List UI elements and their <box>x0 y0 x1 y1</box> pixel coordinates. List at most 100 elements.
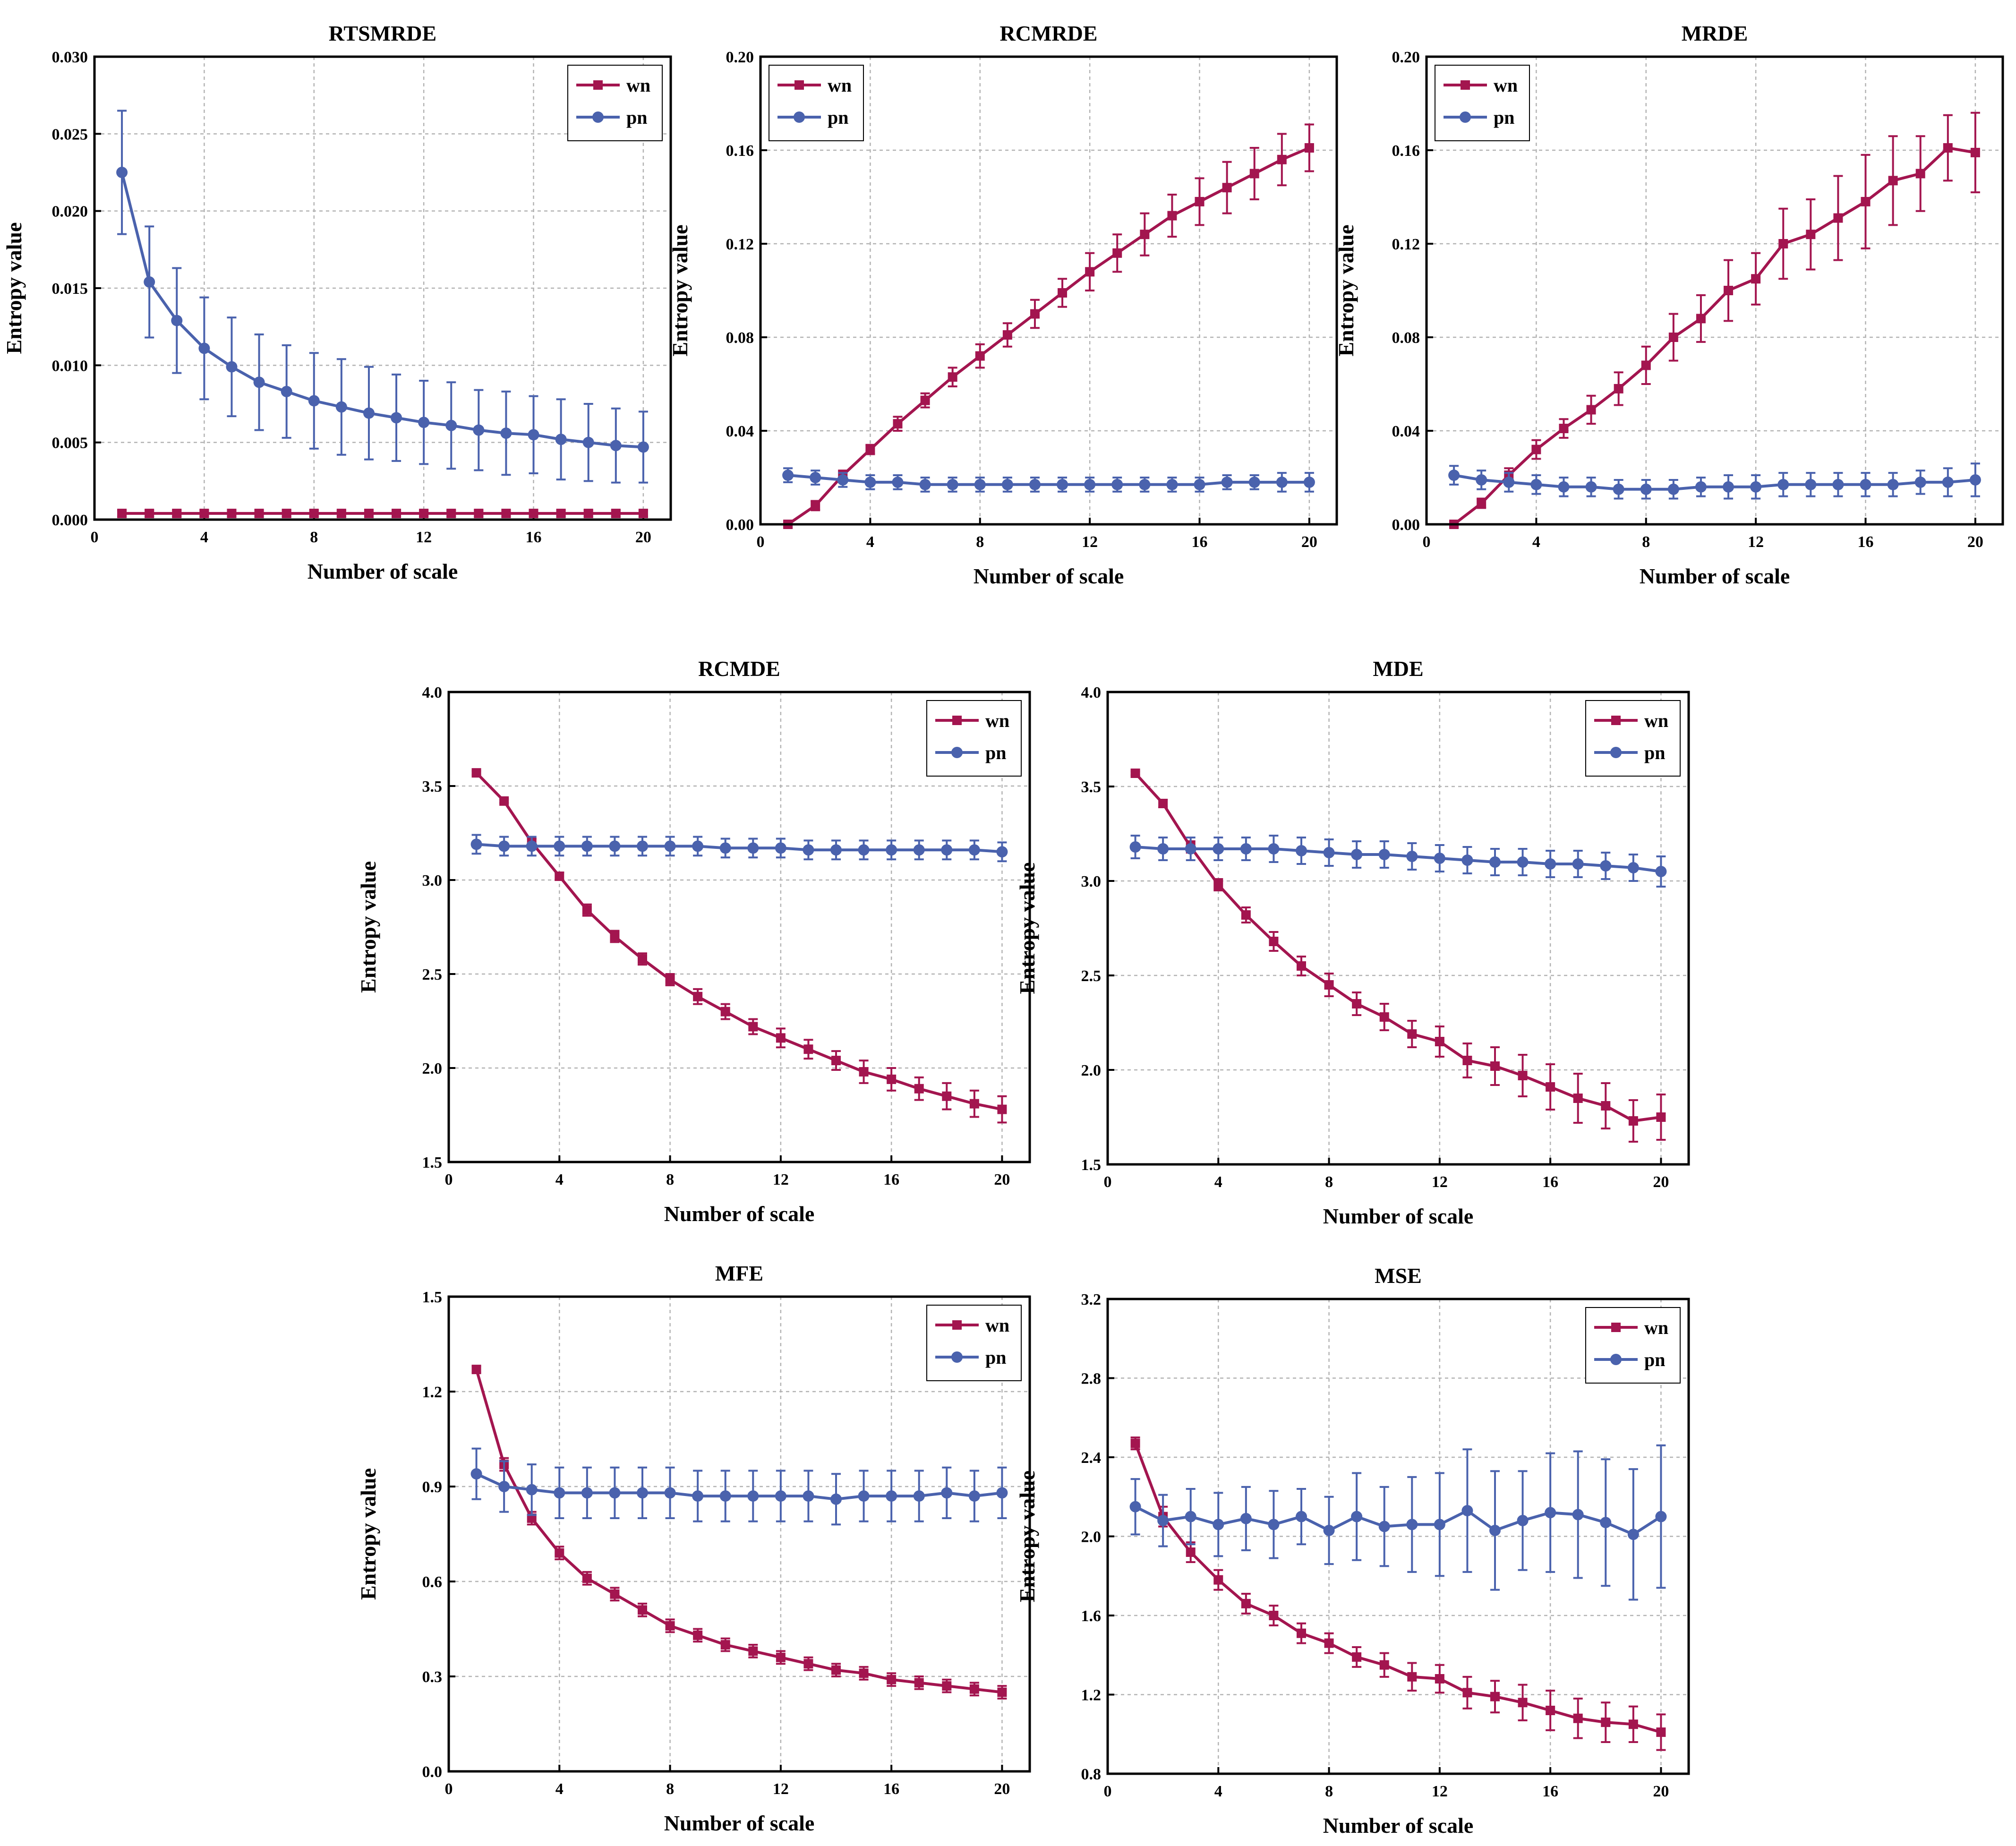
data-point-pn <box>528 429 539 441</box>
legend-marker-wn <box>794 80 804 90</box>
legend-marker-wn <box>1611 1323 1621 1332</box>
data-point-wn <box>611 508 621 518</box>
x-tick-label: 8 <box>666 1780 674 1798</box>
data-point-wn <box>172 508 182 518</box>
data-point-wn <box>1379 1012 1389 1022</box>
data-point-wn <box>997 1104 1007 1114</box>
data-point-pn <box>1887 479 1899 490</box>
x-tick-label: 8 <box>976 533 984 551</box>
data-point-wn <box>1970 147 1980 157</box>
y-tick-label: 0.025 <box>52 126 88 143</box>
data-point-wn <box>1241 1598 1251 1608</box>
x-tick-label: 12 <box>416 529 432 546</box>
data-point-pn <box>968 1490 980 1502</box>
data-point-wn <box>1656 1112 1666 1122</box>
data-point-pn <box>1655 866 1667 877</box>
y-tick-label: 1.5 <box>422 1154 443 1171</box>
data-point-wn <box>920 395 930 405</box>
chart-title: RCMDE <box>698 657 780 681</box>
data-point-wn <box>859 1668 869 1678</box>
y-axis-label: Entropy value <box>356 861 380 993</box>
legend-box <box>1585 700 1681 777</box>
x-axis-label: Number of scale <box>664 1811 815 1835</box>
legend: wn pn <box>567 65 663 141</box>
chart-mrde: 0 4 8 12 16 20 0.00 0.04 0.08 0.12 0.16 0.20 wn pn MRD… <box>1334 21 2004 588</box>
series-pn <box>1129 1444 1667 1601</box>
data-point-pn <box>526 840 538 852</box>
x-tick-label: 12 <box>773 1171 789 1188</box>
data-point-wn <box>1888 176 1898 186</box>
data-point-pn <box>581 840 593 852</box>
data-point-pn <box>1969 474 1981 486</box>
data-point-pn <box>1248 476 1260 488</box>
legend-label-pn: pn <box>1644 1349 1666 1370</box>
legend-marker-pn <box>951 747 963 758</box>
legend-marker-wn <box>1611 716 1621 725</box>
y-tick-label: 0.20 <box>1392 49 1420 66</box>
plot-frame <box>447 1295 1031 1773</box>
data-point-pn <box>144 276 155 288</box>
data-point-wn <box>227 508 237 518</box>
data-point-wn <box>1586 405 1596 415</box>
y-tick-label: 0.3 <box>422 1668 443 1686</box>
plot-frame <box>93 55 672 521</box>
data-point-wn <box>887 1675 897 1684</box>
y-tick-label: 0.8 <box>1081 1766 1102 1783</box>
data-point-wn <box>1085 267 1095 277</box>
data-point-pn <box>782 470 794 481</box>
x-tick-label: 20 <box>1653 1173 1669 1191</box>
x-axis-label: Number of scale <box>308 559 458 583</box>
data-point-pn <box>281 385 292 397</box>
data-point-pn <box>1268 843 1280 855</box>
data-point-pn <box>526 1484 538 1496</box>
data-point-pn <box>198 342 210 354</box>
data-point-wn <box>199 508 209 518</box>
series-pn <box>1129 835 1667 888</box>
plot-frame <box>447 691 1031 1163</box>
data-point-pn <box>1530 479 1542 490</box>
data-point-wn <box>610 1589 620 1599</box>
data-point-wn <box>1601 1101 1611 1111</box>
chart-rtsmrde: 0 4 8 12 16 20 0.000 0.005 0.010 0.015 0.020 0.025 0… <box>2 21 672 583</box>
data-point-wn <box>1222 183 1232 193</box>
data-point-wn <box>1297 1628 1306 1638</box>
data-point-wn <box>638 954 647 964</box>
y-tick-label: 0.020 <box>52 203 88 221</box>
data-point-pn <box>886 1490 897 1502</box>
x-tick-label: 16 <box>1192 533 1208 551</box>
x-tick-label: 16 <box>1858 533 1874 551</box>
legend-label-pn: pn <box>1494 107 1515 128</box>
data-point-pn <box>1585 481 1597 493</box>
legend-marker-pn <box>794 111 805 123</box>
data-point-wn <box>914 1678 924 1688</box>
data-point-wn <box>1324 980 1334 990</box>
data-point-pn <box>1213 843 1224 855</box>
data-point-pn <box>810 472 821 483</box>
data-point-wn <box>336 508 346 518</box>
data-point-wn <box>1130 1438 1140 1448</box>
data-point-pn <box>837 474 849 486</box>
y-tick-label: 0.04 <box>1392 423 1420 440</box>
x-axis-label: Number of scale <box>664 1202 815 1226</box>
data-point-pn <box>1351 849 1363 860</box>
data-point-pn <box>864 476 876 488</box>
data-point-wn <box>693 991 703 1001</box>
data-point-pn <box>609 1487 621 1499</box>
y-tick-label: 2.5 <box>422 966 443 983</box>
y-axis-label: Entropy value <box>1015 1470 1039 1602</box>
data-point-pn <box>226 361 238 373</box>
legend-label-pn: pn <box>1644 742 1666 763</box>
chart-mfe: 0 4 8 12 16 20 0.0 0.3 0.6 0.9 1.2 1.5 wn pn MFE Number… <box>356 1261 1031 1835</box>
data-point-pn <box>498 840 510 852</box>
chart-title: RTSMRDE <box>329 21 436 45</box>
data-point-pn <box>747 842 759 854</box>
x-axis-label: Number of scale <box>1323 1813 1474 1837</box>
y-tick-label: 0.030 <box>52 49 88 66</box>
plot-frame <box>1106 1298 1690 1775</box>
data-point-pn <box>968 844 980 856</box>
y-tick-label: 2.5 <box>1081 967 1102 985</box>
data-point-pn <box>1914 476 1926 488</box>
data-point-wn <box>831 1056 841 1066</box>
data-point-wn <box>1269 1611 1279 1620</box>
data-point-wn <box>887 1074 897 1084</box>
